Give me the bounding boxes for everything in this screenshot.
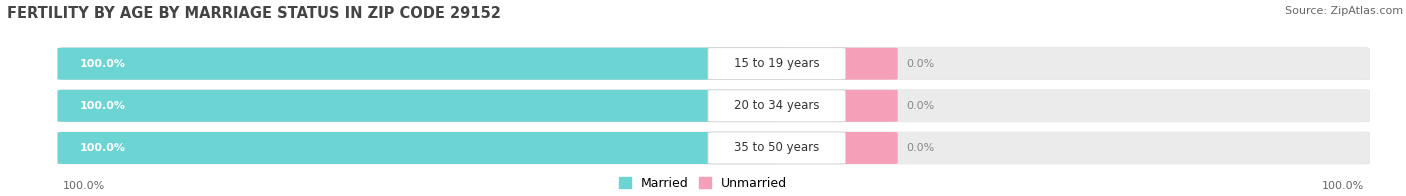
Text: 0.0%: 0.0%	[905, 143, 935, 153]
FancyBboxPatch shape	[834, 132, 898, 164]
Text: 100.0%: 100.0%	[63, 181, 105, 191]
FancyBboxPatch shape	[707, 48, 846, 80]
FancyBboxPatch shape	[834, 90, 898, 122]
FancyBboxPatch shape	[58, 90, 782, 122]
FancyBboxPatch shape	[58, 132, 1369, 164]
Legend: Married, Unmarried: Married, Unmarried	[619, 177, 787, 190]
Text: 15 to 19 years: 15 to 19 years	[734, 57, 820, 70]
FancyBboxPatch shape	[58, 48, 782, 80]
FancyBboxPatch shape	[707, 90, 846, 122]
Text: 100.0%: 100.0%	[80, 143, 127, 153]
FancyBboxPatch shape	[707, 90, 1369, 122]
FancyBboxPatch shape	[707, 48, 1369, 80]
Text: Source: ZipAtlas.com: Source: ZipAtlas.com	[1285, 6, 1403, 16]
FancyBboxPatch shape	[58, 132, 782, 164]
Text: 20 to 34 years: 20 to 34 years	[734, 99, 820, 112]
Text: 100.0%: 100.0%	[80, 59, 127, 69]
Text: 0.0%: 0.0%	[905, 101, 935, 111]
Text: FERTILITY BY AGE BY MARRIAGE STATUS IN ZIP CODE 29152: FERTILITY BY AGE BY MARRIAGE STATUS IN Z…	[7, 6, 501, 21]
Text: 0.0%: 0.0%	[905, 59, 935, 69]
FancyBboxPatch shape	[58, 90, 1369, 122]
Text: 35 to 50 years: 35 to 50 years	[734, 142, 820, 154]
FancyBboxPatch shape	[834, 48, 898, 80]
FancyBboxPatch shape	[707, 132, 846, 164]
Text: 100.0%: 100.0%	[80, 101, 127, 111]
Text: 100.0%: 100.0%	[1322, 181, 1364, 191]
FancyBboxPatch shape	[58, 48, 1369, 80]
FancyBboxPatch shape	[707, 132, 1369, 164]
